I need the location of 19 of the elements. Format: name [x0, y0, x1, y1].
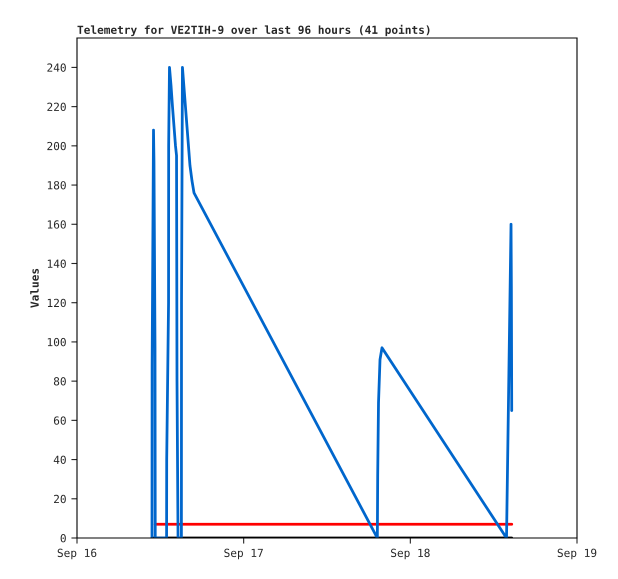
y-tick-label: 0 — [60, 534, 66, 542]
y-axis-title: Values — [30, 268, 39, 308]
x-tick-label: Sep 18 — [391, 548, 430, 560]
y-tick-label: 100 — [48, 338, 66, 346]
x-tick-label: Sep 19 — [558, 548, 596, 560]
x-tick-label: Sep 17 — [224, 548, 263, 560]
y-tick-label: 40 — [54, 456, 66, 464]
y-tick-label: 60 — [54, 416, 66, 425]
y-tick-label: 140 — [48, 259, 66, 268]
y-tick-label: 200 — [47, 142, 66, 150]
y-tick-label: 20 — [54, 494, 66, 504]
y-tick-label: 240 — [47, 63, 66, 72]
y-tick-label: 120 — [48, 298, 66, 308]
y-tick-label: 220 — [47, 102, 66, 112]
y-tick-label: 180 — [48, 181, 66, 190]
x-tick-label: Sep 16 — [58, 548, 96, 560]
y-tick-label: 80 — [54, 377, 66, 386]
y-tick-label: 160 — [48, 220, 66, 229]
chart-title: Telemetry for VE2TIH-9 over last 96 hours (41 points) — [77, 24, 430, 36]
